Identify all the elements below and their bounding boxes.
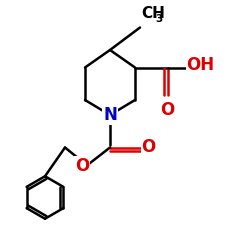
Text: CH: CH xyxy=(141,6,165,21)
Text: 3: 3 xyxy=(155,14,162,24)
Text: O: O xyxy=(142,138,156,156)
Text: N: N xyxy=(103,106,117,124)
Text: OH: OH xyxy=(186,56,214,74)
Text: O: O xyxy=(75,157,89,175)
Text: O: O xyxy=(160,101,174,119)
